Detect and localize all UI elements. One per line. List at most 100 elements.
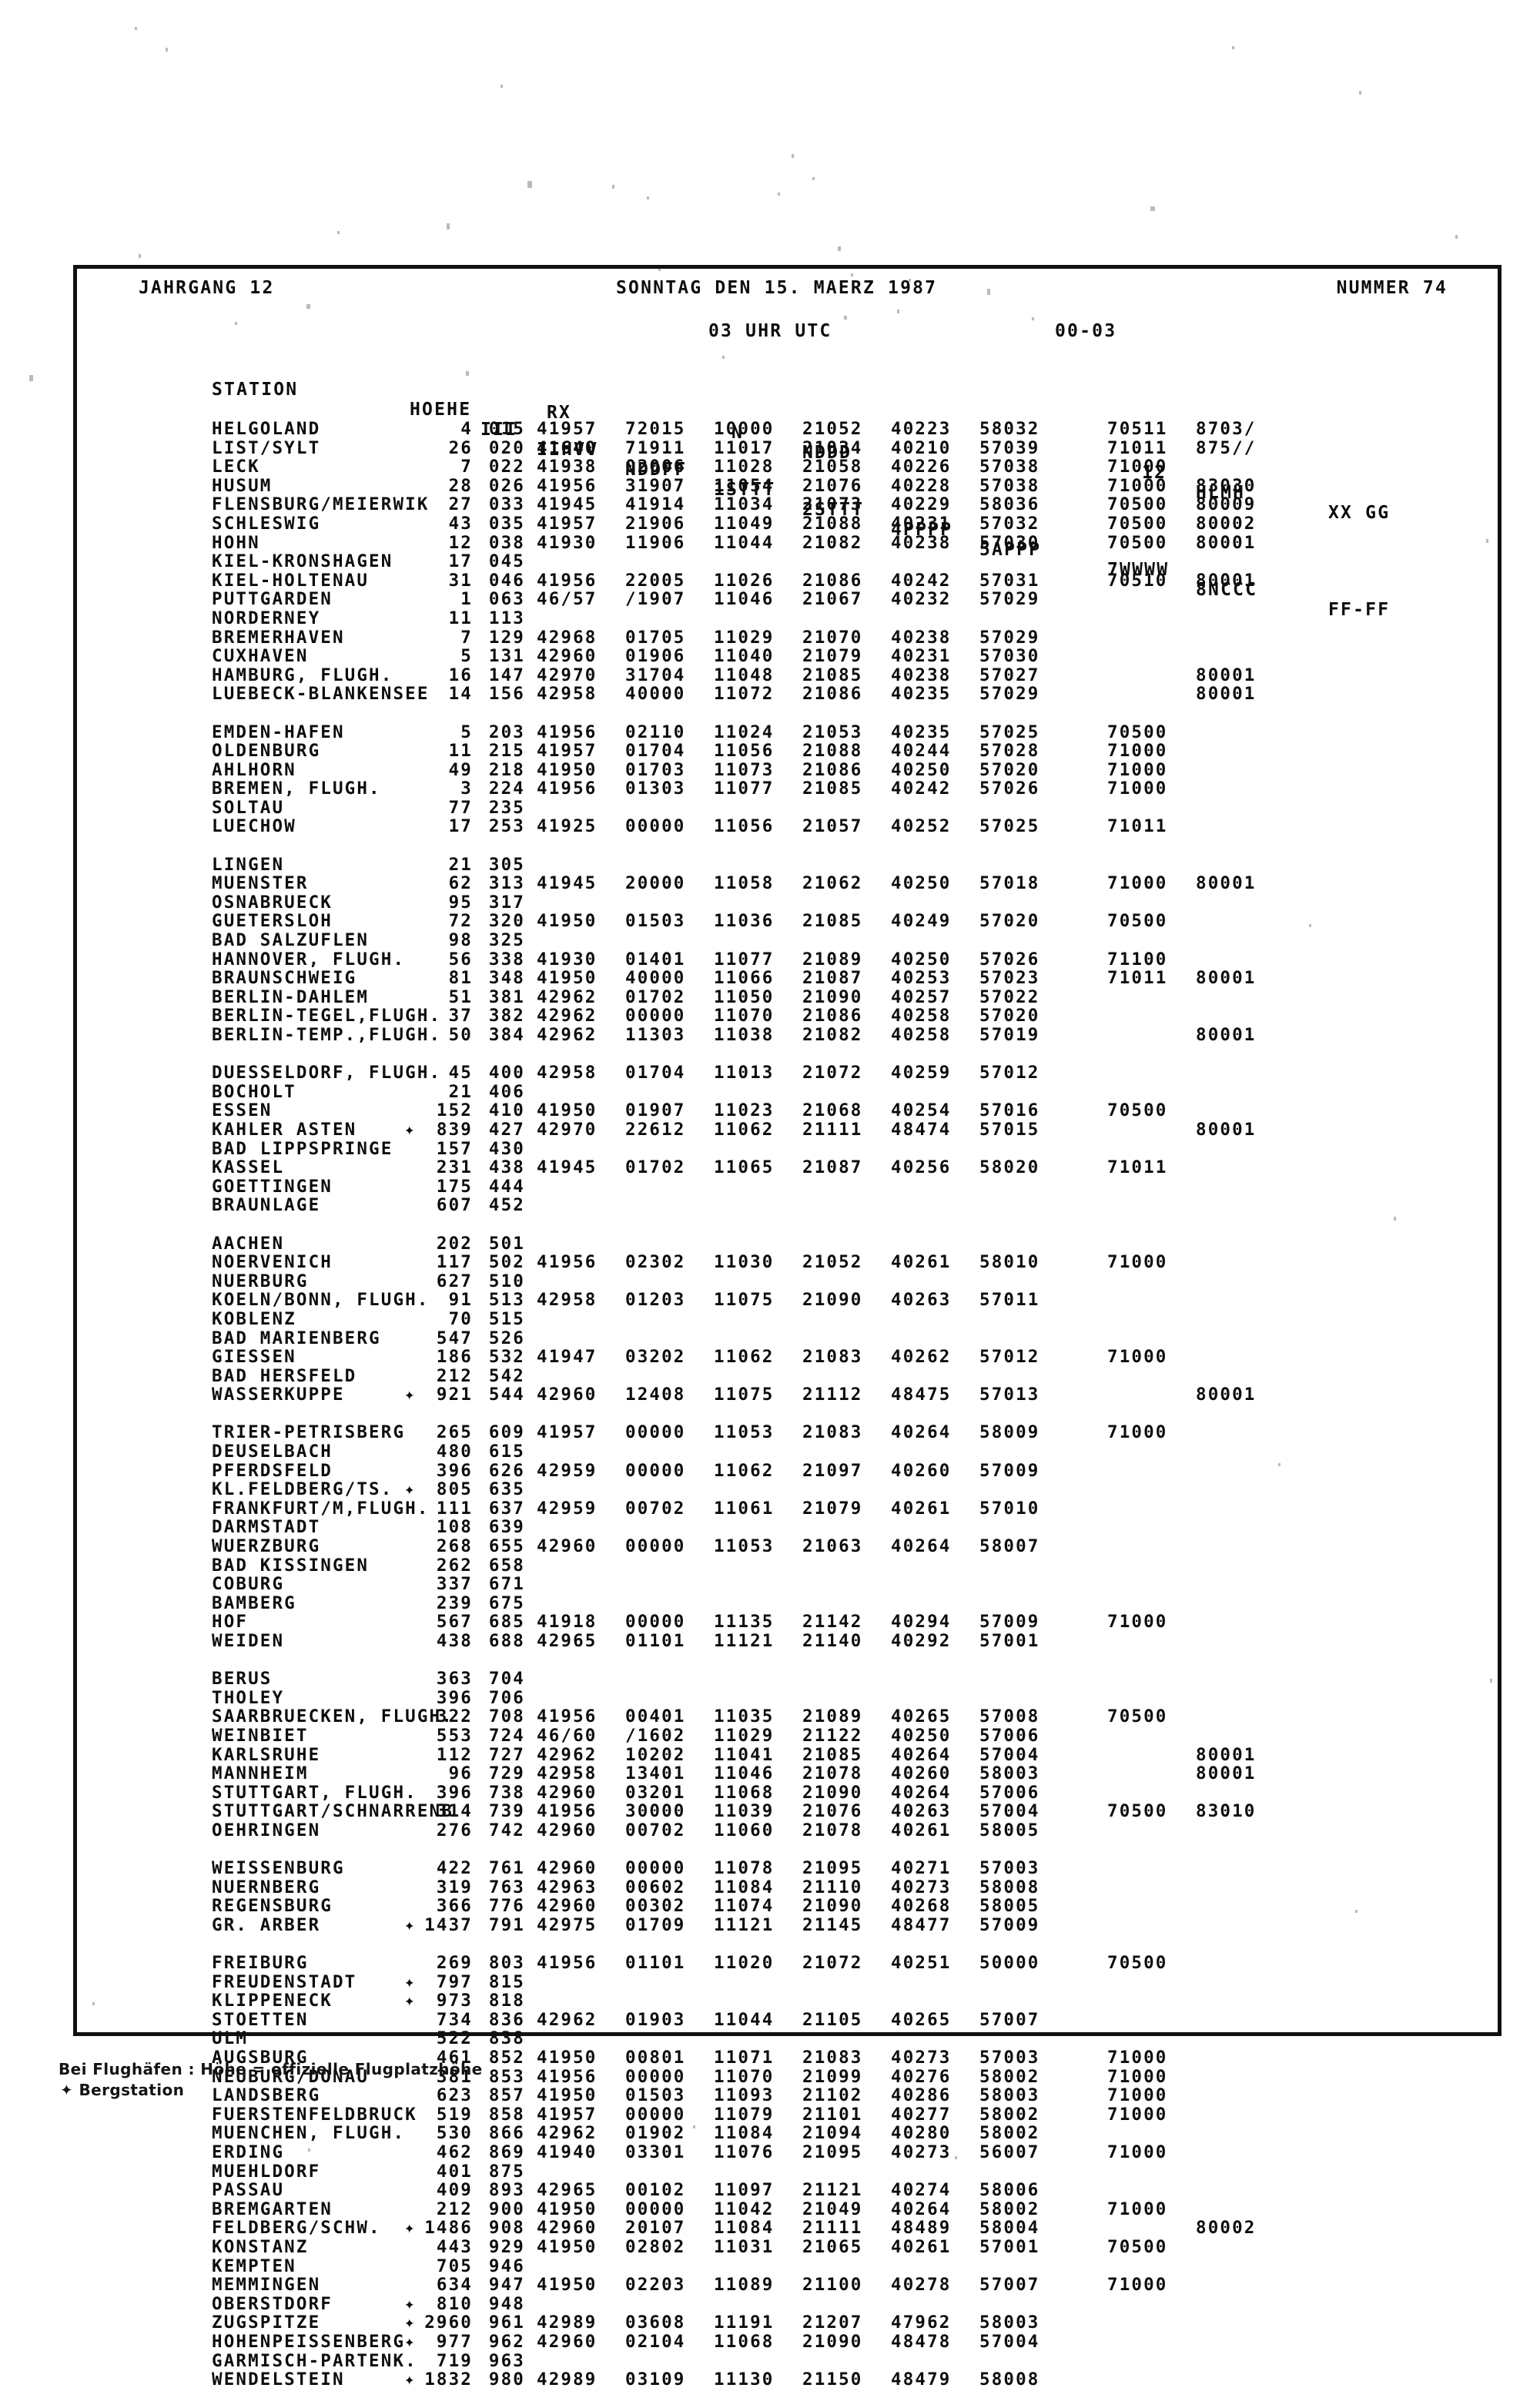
group-nddff: 03201 — [625, 1782, 686, 1803]
table-row: THOLEY 396 706 — [77, 1689, 1498, 1708]
group-1sttt: 11066 — [714, 968, 775, 989]
station-name: SOLTAU — [212, 797, 285, 818]
station-id: 704 — [488, 1669, 525, 1690]
group-iihvv: 41930 — [537, 532, 598, 553]
table-row: MUEHLDORF 401 875 — [77, 2162, 1498, 2182]
group-iihvv: 41947 — [537, 1347, 598, 1368]
group-iihvv: 42959 — [537, 1498, 598, 1519]
group-7wwww: 71000 — [1107, 2048, 1168, 2068]
station-altitude: 7 — [460, 627, 473, 648]
table-row: BERLIN-TEMP.,FLUGH. 50 384 42962 11303 11038 2… — [77, 1026, 1498, 1045]
group-5appp: 58010 — [979, 1252, 1040, 1273]
table-row: BAMBERG 239 675 — [77, 1594, 1498, 1613]
col-sub-hlmh: HLMH — [1196, 483, 1246, 503]
group-1sttt: 11093 — [714, 2085, 775, 2106]
group-nddff: 00401 — [625, 1706, 686, 1727]
station-altitude: 519 — [436, 2104, 473, 2125]
group-1sttt: 11023 — [714, 1100, 775, 1121]
group-iihvv: 42960 — [537, 1536, 598, 1557]
column-header-block: STATION HOEHE III IIHVV NDDFF 1STTT 2STT… — [77, 360, 1498, 620]
station-altitude: 322 — [436, 1706, 473, 1727]
group-iihvv: 41640 — [537, 437, 598, 458]
group-1sttt: 11061 — [714, 1498, 775, 1519]
station-name: WEINBIET — [212, 1725, 309, 1746]
group-2sttt: 21070 — [802, 627, 863, 648]
station-altitude: 62 — [448, 873, 473, 894]
group-5appp: 57023 — [979, 968, 1040, 989]
group-2sttt: 21062 — [802, 873, 863, 894]
table-row: KOBLENZ 70 515 — [77, 1310, 1498, 1329]
group-iihvv: 46/57 — [537, 589, 598, 610]
station-id: 427 — [488, 1119, 525, 1140]
group-nddff: 10202 — [625, 1744, 686, 1765]
col-5appp: 5APPP — [979, 540, 1042, 560]
group-4pppp: 40250 — [891, 1725, 952, 1746]
table-row: TRIER-PETRISBERG 265 609 41957 00000 11053 210… — [77, 1423, 1498, 1442]
station-name: FREIBURG — [212, 1953, 309, 1974]
table-row: LIST/SYLT 26 020 41640 71911 11017 21034 40210 5… — [77, 437, 1498, 458]
col-sub-12: 12 — [1142, 463, 1167, 483]
station-id: 869 — [488, 2142, 525, 2163]
group-5appp: 57029 — [979, 684, 1040, 705]
station-id: 803 — [488, 1953, 525, 1974]
station-altitude: 705 — [436, 2256, 473, 2276]
station-id: 776 — [488, 1896, 525, 1917]
table-row: AACHEN 202 501 — [77, 1234, 1498, 1254]
station-id: 836 — [488, 2009, 525, 2030]
station-id: 348 — [488, 968, 525, 989]
group-5appp: 57003 — [979, 2048, 1040, 2068]
group-2sttt: 21076 — [802, 1801, 863, 1822]
station-id: 317 — [488, 892, 525, 913]
group-5appp: 57030 — [979, 646, 1040, 667]
group-2sttt: 21110 — [802, 1877, 863, 1897]
station-id: 724 — [488, 1725, 525, 1746]
group-4pppp: 48475 — [891, 1385, 952, 1405]
station-name: KONSTANZ — [212, 2237, 309, 2257]
station-altitude: 175 — [436, 1176, 473, 1197]
station-altitude: 17 — [448, 551, 473, 572]
group-1sttt: 11035 — [714, 1706, 775, 1727]
station-altitude: 108 — [436, 1517, 473, 1538]
station-altitude: 112 — [436, 1744, 473, 1765]
group-nddff: 11906 — [625, 532, 686, 553]
group-5appp: 57020 — [979, 759, 1040, 780]
station-name: KOELN/BONN, FLUGH. — [212, 1290, 430, 1311]
station-name: HANNOVER, FLUGH. — [212, 949, 406, 970]
table-row: WEIDEN 438 688 42965 01101 11121 21140 40292 570… — [77, 1632, 1498, 1651]
group-iihvv: 41950 — [537, 759, 598, 780]
station-name: NOERVENICH — [212, 1252, 333, 1273]
group-2sttt: 21140 — [802, 1631, 863, 1651]
footnotes: Bei Flughäfen : Höhe = offizielle Flugpl… — [59, 2059, 483, 2101]
group-iihvv: 41950 — [537, 2048, 598, 2068]
station-name: KARLSRUHE — [212, 1744, 321, 1765]
group-2sttt: 21086 — [802, 759, 863, 780]
station-altitude: 719 — [436, 2350, 473, 2371]
group-2sttt: 21085 — [802, 665, 863, 685]
group-4pppp: 48474 — [891, 1119, 952, 1140]
group-7wwww: 71000 — [1107, 2085, 1168, 2106]
group-2sttt: 21078 — [802, 1820, 863, 1840]
group-4pppp: 40250 — [891, 949, 952, 970]
station-name: MANNHEIM — [212, 1763, 309, 1784]
group-iihvv: 42970 — [537, 665, 598, 685]
group-8nccc: 80001 — [1196, 665, 1257, 685]
table-row: WASSERKUPPE ✦ 921 544 42960 12408 11075 21112 48… — [77, 1385, 1498, 1405]
group-iihvv: 42962 — [537, 2123, 598, 2144]
group-2sttt: 21111 — [802, 2218, 863, 2239]
table-row: MUENSTER 62 313 41945 20000 11058 21062 40250 57… — [77, 874, 1498, 893]
table-row: HOF 567 685 41918 00000 11135 21142 40294 57009 7… — [77, 1613, 1498, 1632]
table-row: DARMSTADT 108 639 — [77, 1518, 1498, 1537]
station-group: EMDEN-HAFEN 5 203 41956 02110 11024 21053 40235… — [77, 722, 1498, 837]
col-sub-n: N — [732, 423, 745, 443]
table-row: KIEL-KRONSHAGEN 17 045 — [77, 552, 1498, 571]
group-4pppp: 40256 — [891, 1157, 952, 1178]
group-1sttt: 11191 — [714, 2313, 775, 2333]
group-nddff: 40000 — [625, 968, 686, 989]
group-4pppp: 48478 — [891, 2331, 952, 2352]
mountain-station-marker: ✦ — [404, 1385, 417, 1405]
group-1sttt: 11084 — [714, 2218, 775, 2239]
group-1sttt: 11060 — [714, 1820, 775, 1840]
group-1sttt: 10000 — [714, 419, 775, 439]
station-name: EMDEN-HAFEN — [212, 722, 345, 742]
group-iihvv: 42963 — [537, 1877, 598, 1897]
